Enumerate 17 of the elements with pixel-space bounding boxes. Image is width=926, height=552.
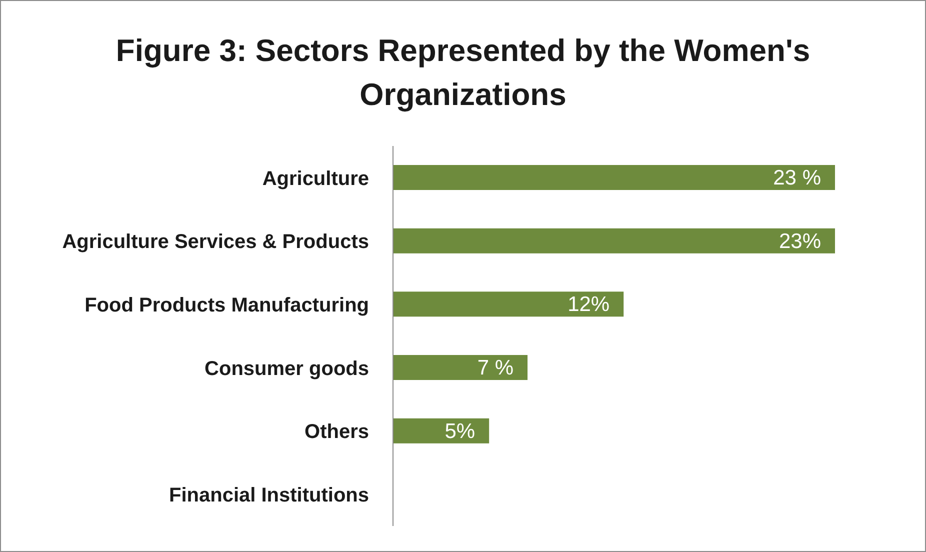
- chart-title: Figure 3: Sectors Represented by the Women's Organizations: [114, 32, 812, 114]
- data-label: 7 %: [477, 356, 514, 380]
- bar: [393, 292, 624, 317]
- y-tick-label: Agriculture Services & Products: [62, 231, 369, 254]
- data-label: 5%: [444, 420, 476, 443]
- bar: [393, 418, 490, 444]
- y-tick-label: Agriculture: [262, 168, 369, 190]
- data-label: 23 %: [773, 166, 821, 190]
- y-tick-label: Others: [304, 421, 369, 444]
- bar: [393, 165, 835, 190]
- y-tick-label: Financial Institutions: [168, 484, 369, 506]
- y-tick-label: Consumer goods: [204, 358, 369, 380]
- bar: [393, 355, 528, 380]
- bar: [393, 228, 835, 254]
- data-label: 23%: [778, 230, 821, 253]
- data-label: 12%: [568, 293, 610, 316]
- y-tick-label: Food Products Manufacturing: [84, 294, 369, 316]
